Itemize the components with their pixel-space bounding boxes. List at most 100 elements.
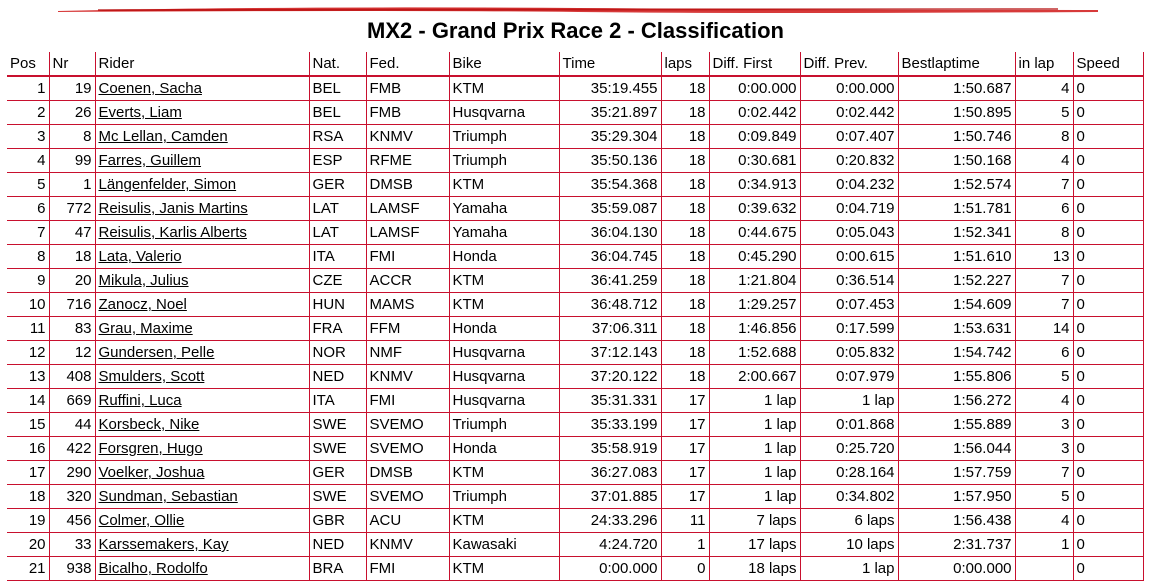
bike-cell: Triumph [449,148,560,173]
rider-link[interactable]: Zanocz, Noel [98,296,187,313]
in-lap-cell: 3 [1015,412,1074,437]
number-cell: 938 [49,556,96,581]
nat-cell: SWE [309,412,367,437]
diff-prev-cell: 0:00.000 [800,76,899,101]
number-cell: 44 [49,412,96,437]
bike-cell: KTM [449,268,560,293]
rider-link[interactable]: Längenfelder, Simon [98,176,237,193]
time-cell: 35:21.897 [559,100,662,125]
rider-link[interactable]: Gundersen, Pelle [98,344,215,361]
rider-cell: Sundman, Sebastian [95,484,310,509]
fed-cell: RFME [366,148,450,173]
rider-link[interactable]: Ruffini, Luca [98,392,182,409]
in-lap-cell: 5 [1015,484,1074,509]
speed-cell: 0 [1073,484,1144,509]
table-row: 17 290 Voelker, Joshua GER DMSB KTM 36:27.083 1… [7,460,1144,485]
laps-cell: 18 [661,196,710,221]
time-cell: 0:00.000 [559,556,662,581]
pos-cell: 7 [7,220,50,245]
table-row: 21 938 Bicalho, Rodolfo BRA FMI KTM 0:00.000 0 1… [7,556,1144,581]
rider-link[interactable]: Mikula, Julius [98,272,189,289]
in-lap-cell: 1 [1015,532,1074,557]
table-row: 2 26 Everts, Liam BEL FMB Husqvarna 35:21.897 1… [7,100,1144,125]
rider-link[interactable]: Grau, Maxime [98,320,193,337]
bestlaptime-cell: 1:50.746 [898,124,1016,149]
laps-cell: 18 [661,172,710,197]
nat-cell: LAT [309,196,367,221]
rider-link[interactable]: Bicalho, Rodolfo [98,560,208,577]
in-lap-cell: 8 [1015,220,1074,245]
rider-cell: Grau, Maxime [95,316,310,341]
nat-cell: NED [309,364,367,389]
laps-cell: 1 [661,532,710,557]
laps-cell: 18 [661,292,710,317]
pos-cell: 1 [7,76,50,101]
number-cell: 12 [49,340,96,365]
rider-link[interactable]: Farres, Guillem [98,152,202,169]
header-row: Pos Nr Rider Nat. Fed. Bike Time laps Di… [7,52,1144,77]
number-cell: 33 [49,532,96,557]
rider-link[interactable]: Korsbeck, Nike [98,416,200,433]
table-row: 18 320 Sundman, Sebastian SWE SVEMO Triumph 37… [7,484,1144,509]
rider-cell: Mc Lellan, Camden [95,124,310,149]
diff-prev-cell: 0:20.832 [800,148,899,173]
diff-first-cell: 0:34.913 [709,172,801,197]
col-header-in-lap: in lap [1015,52,1074,77]
diff-prev-cell: 6 laps [800,508,899,533]
rider-link[interactable]: Karssemakers, Kay [98,536,229,553]
fed-cell: SVEMO [366,412,450,437]
time-cell: 36:04.745 [559,244,662,269]
rider-link[interactable]: Reisulis, Karlis Alberts [98,224,247,241]
diff-first-cell: 1:29.257 [709,292,801,317]
rider-cell: Karssemakers, Kay [95,532,310,557]
red-brush-stroke [58,7,1098,13]
nat-cell: CZE [309,268,367,293]
laps-cell: 18 [661,244,710,269]
in-lap-cell: 4 [1015,148,1074,173]
bestlaptime-cell: 1:54.609 [898,292,1016,317]
rider-link[interactable]: Colmer, Ollie [98,512,185,529]
speed-cell: 0 [1073,244,1144,269]
rider-link[interactable]: Mc Lellan, Camden [98,128,228,145]
bestlaptime-cell: 1:57.759 [898,460,1016,485]
bestlaptime-cell: 1:50.895 [898,100,1016,125]
diff-first-cell: 2:00.667 [709,364,801,389]
diff-first-cell: 0:02.442 [709,100,801,125]
in-lap-cell: 7 [1015,292,1074,317]
fed-cell: SVEMO [366,484,450,509]
number-cell: 99 [49,148,96,173]
bestlaptime-cell: 1:52.341 [898,220,1016,245]
rider-link[interactable]: Reisulis, Janis Martins [98,200,248,217]
number-cell: 408 [49,364,96,389]
fed-cell: DMSB [366,460,450,485]
rider-cell: Reisulis, Karlis Alberts [95,220,310,245]
rider-link[interactable]: Lata, Valerio [98,248,182,265]
nat-cell: ITA [309,244,367,269]
speed-cell: 0 [1073,508,1144,533]
bestlaptime-cell: 1:53.631 [898,316,1016,341]
col-header-nr: Nr [49,52,96,77]
laps-cell: 0 [661,556,710,581]
table-row: 3 8 Mc Lellan, Camden RSA KNMV Triumph 35:29.3… [7,124,1144,149]
laps-cell: 17 [661,436,710,461]
number-cell: 772 [49,196,96,221]
rider-link[interactable]: Voelker, Joshua [98,464,205,481]
table-row: 7 47 Reisulis, Karlis Alberts LAT LAMSF Yamah… [7,220,1144,245]
col-header-rider: Rider [95,52,310,77]
rider-link[interactable]: Everts, Liam [98,104,182,121]
rider-link[interactable]: Smulders, Scott [98,368,205,385]
bestlaptime-cell: 1:56.044 [898,436,1016,461]
pos-cell: 19 [7,508,50,533]
fed-cell: FMB [366,100,450,125]
number-cell: 290 [49,460,96,485]
bestlaptime-cell: 1:56.272 [898,388,1016,413]
fed-cell: LAMSF [366,220,450,245]
rider-link[interactable]: Sundman, Sebastian [98,488,238,505]
table-row: 5 1 Längenfelder, Simon GER DMSB KTM 35:54.368… [7,172,1144,197]
bike-cell: KTM [449,508,560,533]
table-row: 15 44 Korsbeck, Nike SWE SVEMO Triumph 35:33.1… [7,412,1144,437]
rider-link[interactable]: Forsgren, Hugo [98,440,203,457]
rider-cell: Farres, Guillem [95,148,310,173]
rider-link[interactable]: Coenen, Sacha [98,80,202,97]
bike-cell: Honda [449,316,560,341]
